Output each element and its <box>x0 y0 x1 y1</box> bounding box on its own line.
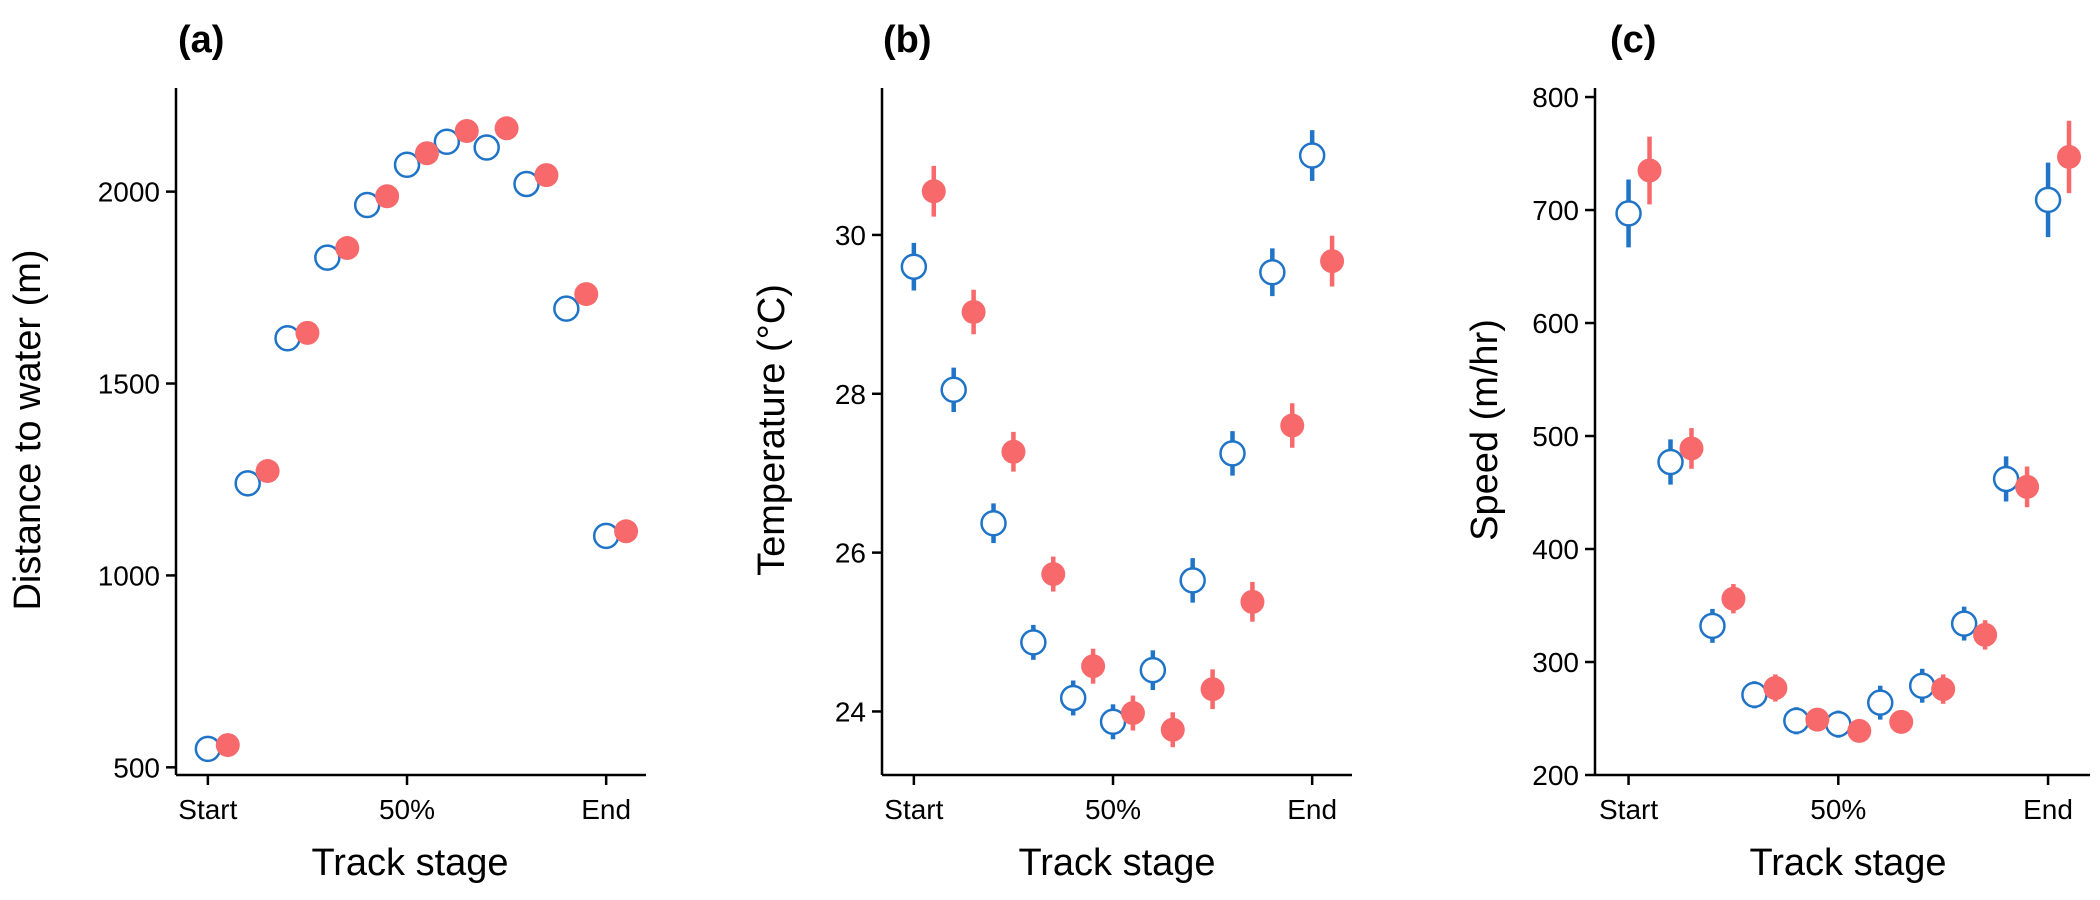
data-point-filled <box>1001 439 1026 464</box>
y-tick-label: 600 <box>1532 308 1579 339</box>
y-tick-label: 700 <box>1532 195 1579 226</box>
data-point-open <box>1699 612 1726 640</box>
y-tick-label: 200 <box>1532 760 1579 791</box>
data-point-filled <box>454 118 479 143</box>
data-point-filled <box>215 733 240 758</box>
y-axis-title: Speed (m/hr) <box>1464 319 1506 541</box>
data-point-filled <box>921 179 946 204</box>
data-point-filled <box>1721 586 1746 611</box>
data-point-open <box>1179 567 1206 594</box>
data-point-open <box>553 295 580 322</box>
y-tick-label: 800 <box>1532 82 1579 113</box>
x-axis-title: Track stage <box>1018 842 1215 884</box>
data-point-open <box>1219 440 1246 467</box>
data-point-filled <box>1931 677 1956 702</box>
data-point-filled <box>1041 562 1066 587</box>
data-point-filled <box>1160 717 1185 742</box>
panel-label: (b) <box>883 19 932 61</box>
x-tick-label: Start <box>884 794 943 825</box>
data-point-filled <box>1973 622 1998 647</box>
data-point-open <box>1992 465 2020 493</box>
data-point-open <box>2034 186 2062 214</box>
data-point-filled <box>2015 474 2040 499</box>
y-axis-title: Distance to water (m) <box>7 249 49 610</box>
data-point-filled <box>1081 654 1106 679</box>
y-tick-label: 500 <box>113 752 160 783</box>
x-tick-label: 50% <box>379 794 435 825</box>
data-point-open <box>1825 710 1852 738</box>
data-point-open <box>1908 672 1936 699</box>
y-tick-label: 300 <box>1532 647 1579 678</box>
x-tick-label: 50% <box>1810 794 1866 825</box>
y-tick-label: 30 <box>835 220 866 251</box>
data-point-filled <box>1889 709 1914 734</box>
data-point-open <box>1867 689 1894 716</box>
panel-a: (a) Track stage Distance to water (m) 50… <box>7 19 646 884</box>
data-point-filled <box>614 519 639 544</box>
data-point-filled <box>1320 249 1345 274</box>
data-point-open <box>234 470 261 497</box>
data-point-filled <box>534 163 559 188</box>
data-point-open <box>433 128 461 155</box>
data-point-filled <box>1805 707 1830 732</box>
data-point-open <box>473 134 500 161</box>
y-tick-label: 2000 <box>98 177 160 208</box>
data-point-open <box>1059 684 1087 712</box>
y-tick-label: 500 <box>1532 421 1579 452</box>
data-point-open <box>314 244 341 271</box>
data-point-open <box>1741 681 1768 709</box>
data-point-filled <box>375 184 400 209</box>
y-tick-label: 1500 <box>98 369 160 400</box>
y-tick-label: 400 <box>1532 534 1579 565</box>
data-point-open <box>1259 259 1286 286</box>
data-point-open <box>1657 448 1684 476</box>
data-point-filled <box>335 236 360 261</box>
x-axis-title: Track stage <box>311 842 508 884</box>
data-point-open <box>1615 200 1642 227</box>
data-point-filled <box>494 116 519 141</box>
panel-label: (a) <box>178 19 224 61</box>
x-tick-label: Start <box>178 794 237 825</box>
data-point-filled <box>1679 436 1704 461</box>
data-point-open <box>194 735 222 763</box>
x-axis-title: Track stage <box>1749 842 1946 884</box>
data-point-filled <box>1120 701 1145 726</box>
data-point-filled <box>255 459 280 484</box>
data-point-filled <box>1240 589 1265 614</box>
data-point-open <box>393 151 421 179</box>
data-point-filled <box>1763 675 1788 700</box>
data-point-open <box>980 509 1007 537</box>
data-point-open <box>592 522 620 550</box>
y-tick-label: 1000 <box>98 560 160 591</box>
y-tick-label: 24 <box>835 696 866 727</box>
x-tick-label: Start <box>1599 794 1658 825</box>
data-point-open <box>1950 610 1978 637</box>
y-tick-label: 26 <box>835 538 866 569</box>
data-point-filled <box>1847 718 1872 743</box>
data-point-open <box>940 376 967 404</box>
y-tick-label: 28 <box>835 379 866 410</box>
data-point-filled <box>1637 158 1662 183</box>
data-point-filled <box>574 282 599 307</box>
data-point-filled <box>1280 413 1305 438</box>
data-point-filled <box>295 320 320 345</box>
panel-label: (c) <box>1610 19 1656 61</box>
data-point-open <box>1298 142 1326 169</box>
data-point-open <box>1783 707 1810 735</box>
x-tick-label: End <box>2023 794 2073 825</box>
data-point-open <box>1139 656 1167 684</box>
data-point-open <box>900 253 928 280</box>
x-tick-label: End <box>581 794 631 825</box>
data-point-filled <box>961 299 986 324</box>
panel-c: (c) Track stage Speed (m/hr) 200 300 400 50… <box>1464 19 2090 884</box>
x-tick-label: 50% <box>1085 794 1141 825</box>
data-point-filled <box>414 141 439 166</box>
data-point-filled <box>1200 677 1225 702</box>
y-axis-title: Temperature (°C) <box>751 284 793 576</box>
x-tick-label: End <box>1287 794 1337 825</box>
data-point-open <box>1020 629 1047 656</box>
panel-b: (b) Track stage Temperature (°C) 24 26 28 3… <box>751 19 1352 884</box>
data-point-filled <box>2057 144 2082 169</box>
